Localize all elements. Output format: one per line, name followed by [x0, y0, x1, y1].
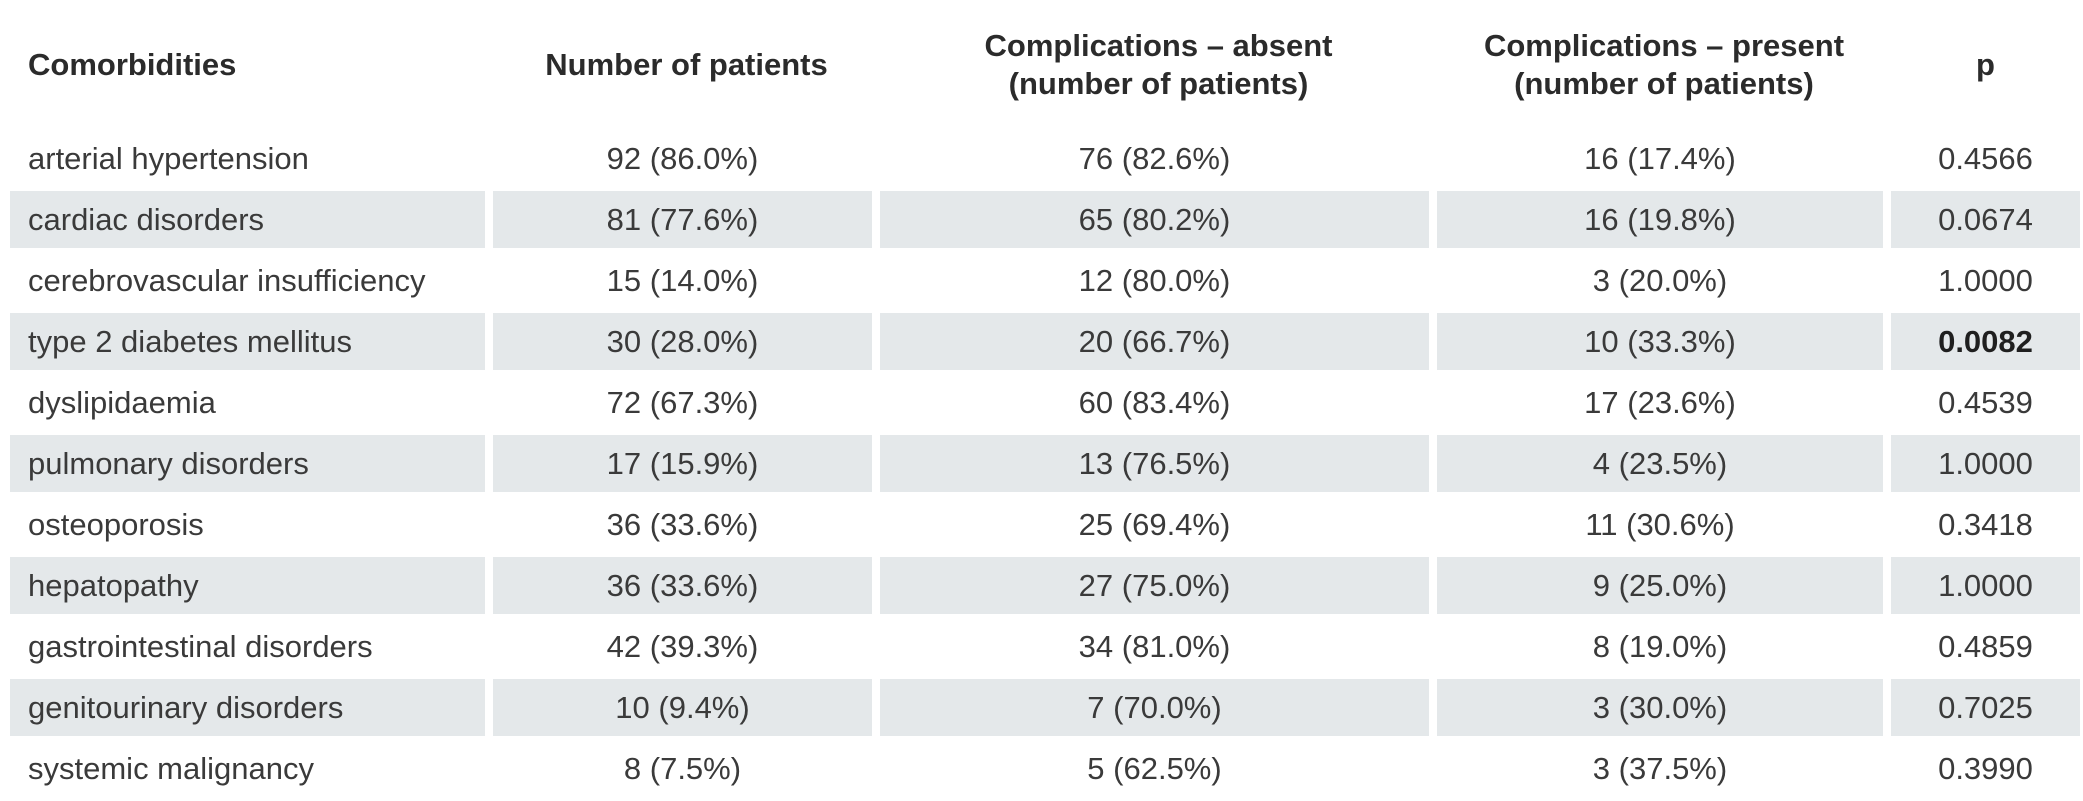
comorbidity-cell: arterial hypertension [28, 141, 309, 176]
comorbidity-cell: pulmonary disorders [10, 435, 485, 492]
present-cell: 4 (23.5%) [1437, 435, 1883, 492]
patients-cell: 17 (15.9%) [493, 435, 872, 492]
present-cell: 16 (19.8%) [1437, 191, 1883, 248]
table-row: hepatopathy 36 (33.6%) 27 (75.0%) 9 (25.… [10, 557, 2080, 618]
header-number-of-patients: Number of patients [545, 47, 828, 82]
table-row: arterial hypertension 92 (86.0%) 76 (82.… [10, 130, 2080, 191]
absent-cell: 27 (75.0%) [880, 557, 1429, 614]
absent-cell: 60 (83.4%) [1078, 385, 1231, 420]
p-value-cell: 1.0000 [1938, 263, 2033, 298]
p-value-cell: 0.0674 [1891, 191, 2080, 248]
absent-cell: 76 (82.6%) [1078, 141, 1231, 176]
present-cell: 3 (37.5%) [1592, 751, 1728, 786]
absent-cell: 25 (69.4%) [1078, 507, 1231, 542]
present-cell: 11 (30.6%) [1585, 507, 1735, 542]
absent-cell: 65 (80.2%) [880, 191, 1429, 248]
p-value-cell: 1.0000 [1891, 557, 2080, 614]
header-complications-absent: Complications – absent (number of patien… [984, 28, 1333, 101]
present-cell: 3 (20.0%) [1592, 263, 1728, 298]
p-value-cell: 0.4566 [1938, 141, 2033, 176]
table-row: cerebrovascular insufficiency 15 (14.0%)… [10, 252, 2080, 313]
p-value-cell: 0.3990 [1938, 751, 2033, 786]
absent-cell: 34 (81.0%) [1078, 629, 1231, 664]
present-cell: 17 (23.6%) [1584, 385, 1736, 420]
patients-cell: 10 (9.4%) [493, 679, 872, 736]
p-value-cell: 1.0000 [1891, 435, 2080, 492]
table-row: type 2 diabetes mellitus 30 (28.0%) 20 (… [10, 313, 2080, 374]
present-cell: 3 (30.0%) [1437, 679, 1883, 736]
patients-cell: 8 (7.5%) [623, 751, 742, 786]
p-value-cell: 0.3418 [1938, 507, 2033, 542]
absent-cell: 7 (70.0%) [880, 679, 1429, 736]
comorbidity-cell: type 2 diabetes mellitus [10, 313, 485, 370]
present-cell: 16 (17.4%) [1584, 141, 1736, 176]
absent-cell: 20 (66.7%) [880, 313, 1429, 370]
comorbidity-cell: hepatopathy [10, 557, 485, 614]
p-value-cell: 0.7025 [1891, 679, 2080, 736]
patients-cell: 15 (14.0%) [606, 263, 759, 298]
comorbidity-cell: dyslipidaemia [28, 385, 216, 420]
patients-cell: 36 (33.6%) [493, 557, 872, 614]
table-row: osteoporosis 36 (33.6%) 25 (69.4%) 11 (3… [10, 496, 2080, 557]
table-row: dyslipidaemia 72 (67.3%) 60 (83.4%) 17 (… [10, 374, 2080, 435]
header-comorbidities: Comorbidities [28, 47, 237, 82]
present-cell: 9 (25.0%) [1437, 557, 1883, 614]
table-header-row: Comorbidities Number of patients Complic… [10, 0, 2080, 130]
patients-cell: 30 (28.0%) [493, 313, 872, 370]
patients-cell: 72 (67.3%) [606, 385, 759, 420]
header-complications-present: Complications – present (number of patie… [1483, 28, 1845, 101]
comorbidity-cell: gastrointestinal disorders [28, 629, 373, 664]
comorbidity-cell: genitourinary disorders [10, 679, 485, 736]
table-row: systemic malignancy 8 (7.5%) 5 (62.5%) 3… [10, 740, 2080, 801]
patients-cell: 81 (77.6%) [493, 191, 872, 248]
table-row: cardiac disorders 81 (77.6%) 65 (80.2%) … [10, 191, 2080, 252]
comorbidity-cell: cerebrovascular insufficiency [28, 263, 426, 298]
comorbidities-table: Comorbidities Number of patients Complic… [10, 0, 2080, 801]
absent-cell: 5 (62.5%) [1087, 751, 1222, 786]
p-value-cell: 0.4859 [1938, 629, 2033, 664]
comorbidity-cell: osteoporosis [28, 507, 204, 542]
absent-cell: 12 (80.0%) [1078, 263, 1231, 298]
patients-cell: 42 (39.3%) [606, 629, 759, 664]
table-row: gastrointestinal disorders 42 (39.3%) 34… [10, 618, 2080, 679]
present-cell: 10 (33.3%) [1437, 313, 1883, 370]
comorbidity-cell: systemic malignancy [28, 751, 314, 786]
table-row: pulmonary disorders 17 (15.9%) 13 (76.5%… [10, 435, 2080, 496]
p-value-cell-significant: 0.0082 [1891, 313, 2080, 370]
header-p: p [1976, 47, 1995, 82]
p-value-cell: 0.4539 [1938, 385, 2033, 420]
present-cell: 8 (19.0%) [1592, 629, 1728, 664]
patients-cell: 36 (33.6%) [606, 507, 759, 542]
absent-cell: 13 (76.5%) [880, 435, 1429, 492]
patients-cell: 92 (86.0%) [606, 141, 759, 176]
table-row: genitourinary disorders 10 (9.4%) 7 (70.… [10, 679, 2080, 740]
comorbidity-cell: cardiac disorders [10, 191, 485, 248]
